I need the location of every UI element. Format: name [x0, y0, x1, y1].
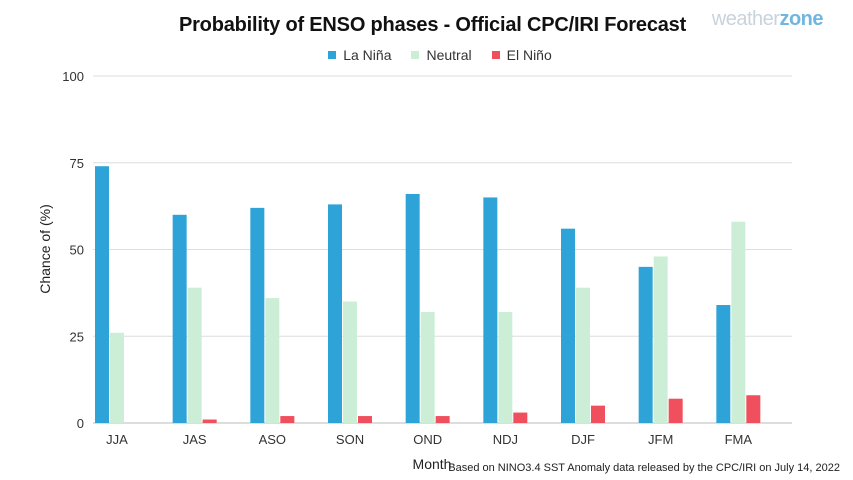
legend-swatch-el-nino: [491, 51, 500, 59]
x-tick-label: JFM: [648, 432, 673, 447]
bar-la-ni-a-djf: [561, 228, 575, 423]
x-axis-label: Month: [413, 456, 452, 472]
x-tick-label: ASO: [259, 432, 286, 447]
x-tick-label: OND: [413, 432, 442, 447]
bar-neutral-jja: [110, 332, 124, 423]
y-tick-label: 50: [70, 243, 84, 258]
chart-title: Probability of ENSO phases - Official CP…: [178, 14, 687, 36]
source-note: Based on NINO3.4 SST Anomaly data releas…: [448, 462, 840, 474]
bar-la-ni-a-ndj: [483, 197, 498, 423]
legend-item-neutral: Neutral: [411, 47, 472, 63]
bar-el-ni-o-son: [358, 416, 372, 423]
x-tick-label: NDJ: [493, 432, 518, 447]
bar-neutral-aso: [265, 298, 280, 423]
legend-swatch-neutral: [411, 51, 420, 59]
y-tick-label: 75: [70, 156, 84, 171]
bar-la-ni-a-jfm: [638, 266, 653, 423]
weatherzone-logo: weatherzone: [711, 8, 824, 31]
bar-la-ni-a-son: [328, 204, 342, 423]
chart-legend: La Niña Neutral El Niño: [0, 47, 853, 63]
y-tick-label: 100: [62, 69, 84, 84]
bar-neutral-ond: [420, 311, 435, 423]
x-axis-ticks: JJA JAS ASO SON OND NDJ DJF JFM FMA: [106, 432, 752, 447]
bar-neutral-jas: [187, 287, 202, 423]
y-axis-label: Chance of (%): [37, 204, 53, 293]
bar-el-ni-o-fma: [746, 395, 761, 423]
legend-label-neutral: Neutral: [426, 47, 472, 63]
x-tick-label: DJF: [571, 432, 595, 447]
bar-la-ni-a-jja: [95, 166, 109, 423]
bar-neutral-jfm: [653, 256, 668, 423]
bar-el-ni-o-jfm: [668, 398, 683, 423]
logo-text-weather: weather: [711, 8, 780, 30]
bar-neutral-djf: [576, 287, 590, 423]
bar-el-ni-o-djf: [591, 405, 605, 423]
legend-label-el-nino: El Niño: [506, 47, 552, 63]
x-tick-label: JAS: [183, 432, 207, 447]
legend-label-la-nina: La Niña: [343, 47, 392, 63]
bar-el-ni-o-ndj: [513, 412, 528, 423]
bar-neutral-fma: [731, 221, 746, 423]
bar-neutral-ndj: [498, 311, 513, 423]
y-tick-label: 25: [70, 329, 84, 344]
bar-la-ni-a-jas: [172, 214, 187, 423]
y-tick-label: 0: [77, 416, 84, 431]
bar-el-ni-o-jas: [202, 419, 217, 423]
bar-la-ni-a-aso: [250, 207, 265, 423]
legend-item-la-nina: La Niña: [328, 47, 391, 63]
logo-text-zone: zone: [779, 8, 823, 30]
legend-swatch-la-nina: [328, 51, 337, 59]
bar-la-ni-a-ond: [405, 193, 420, 423]
bar-el-ni-o-ond: [435, 416, 450, 423]
bar-la-ni-a-fma: [716, 305, 731, 423]
y-axis-ticks: 0 25 50 75 100: [62, 69, 84, 431]
bar-neutral-son: [343, 301, 357, 423]
bars: [95, 166, 761, 423]
x-tick-label: SON: [336, 432, 364, 447]
bar-el-ni-o-aso: [280, 416, 295, 423]
legend-item-el-nino: El Niño: [491, 47, 552, 63]
x-tick-label: JJA: [106, 432, 128, 447]
x-tick-label: FMA: [725, 432, 753, 447]
